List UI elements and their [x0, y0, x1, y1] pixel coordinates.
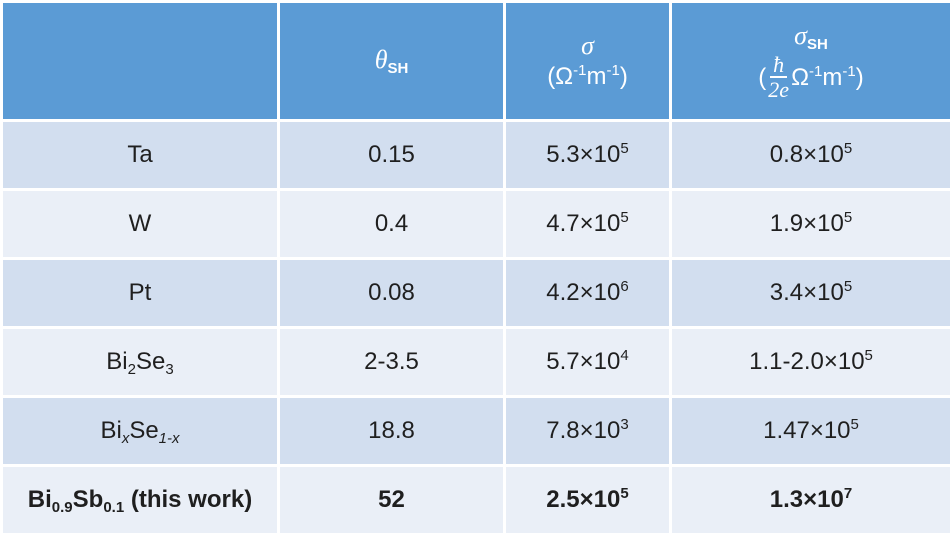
theta-cell: 0.4 — [279, 190, 505, 259]
table-row: Ta 0.15 5.3×105 0.8×105 — [2, 121, 950, 190]
sigma-cell: 2.5×105 — [505, 466, 671, 535]
table-row: Pt 0.08 4.2×106 3.4×105 — [2, 259, 950, 328]
theta-cell: 0.08 — [279, 259, 505, 328]
material-cell: W — [2, 190, 279, 259]
sigma-sh-cell: 1.3×107 — [671, 466, 950, 535]
material-cell: Pt — [2, 259, 279, 328]
material-cell: Bi0.9Sb0.1 (this work) — [2, 466, 279, 535]
sigma-cell: 4.2×106 — [505, 259, 671, 328]
table-row: W 0.4 4.7×105 1.9×105 — [2, 190, 950, 259]
sigma-sh-cell: 3.4×105 — [671, 259, 950, 328]
sigma-sh-subscript: SH — [807, 36, 828, 53]
sigma-cell: 5.7×104 — [505, 328, 671, 397]
header-material — [2, 2, 279, 121]
theta-subscript: SH — [387, 60, 408, 77]
sigma-cell: 7.8×103 — [505, 397, 671, 466]
theta-cell: 52 — [279, 466, 505, 535]
theta-symbol: θ — [375, 45, 388, 74]
sigma-symbol: σ — [581, 31, 594, 60]
sigma-cell: 4.7×105 — [505, 190, 671, 259]
sigma-sh-symbol: σ — [794, 21, 807, 50]
sigma-sh-cell: 1.47×105 — [671, 397, 950, 466]
theta-cell: 2-3.5 — [279, 328, 505, 397]
sigma-cell: 5.3×105 — [505, 121, 671, 190]
material-cell: BixSe1-x — [2, 397, 279, 466]
table-row: Bi2Se3 2-3.5 5.7×104 1.1-2.0×105 — [2, 328, 950, 397]
sigma-sh-cell: 0.8×105 — [671, 121, 950, 190]
sigma-unit: (Ω-1m-1) — [506, 62, 669, 92]
material-cell: Ta — [2, 121, 279, 190]
theta-cell: 18.8 — [279, 397, 505, 466]
header-sigma: σ (Ω-1m-1) — [505, 2, 671, 121]
sigma-sh-cell: 1.1-2.0×105 — [671, 328, 950, 397]
table-row-this-work: Bi0.9Sb0.1 (this work) 52 2.5×105 1.3×10… — [2, 466, 950, 535]
header-theta-sh: θSH — [279, 2, 505, 121]
theta-cell: 0.15 — [279, 121, 505, 190]
sigma-sh-cell: 1.9×105 — [671, 190, 950, 259]
material-cell: Bi2Se3 — [2, 328, 279, 397]
table-row: BixSe1-x 18.8 7.8×103 1.47×105 — [2, 397, 950, 466]
